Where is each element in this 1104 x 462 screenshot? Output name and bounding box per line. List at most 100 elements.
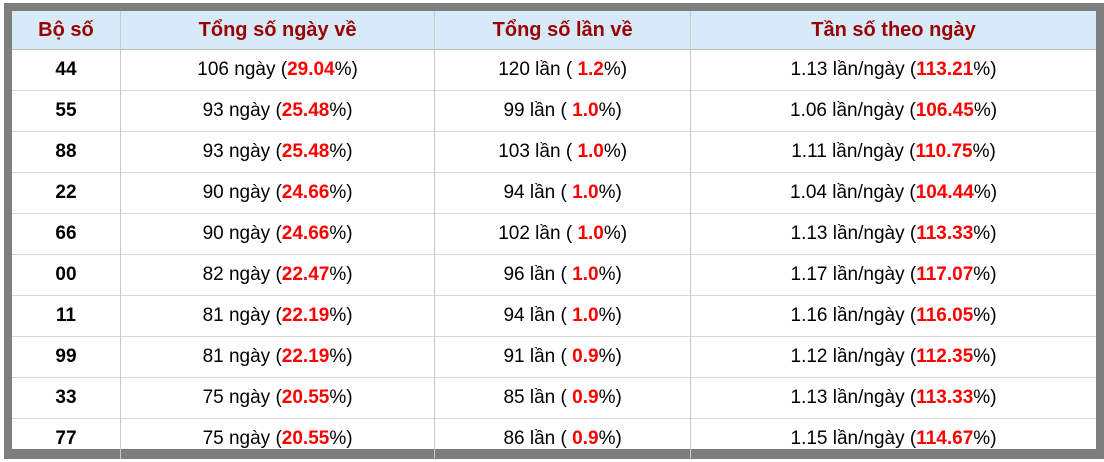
days-cell: 106 ngày (29.04%) <box>119 49 435 91</box>
days-percent: 29.04 <box>287 59 335 80</box>
pair-cell: 11 <box>12 295 121 337</box>
days-percent: 20.55 <box>281 428 330 449</box>
table-row: 00 82 ngày (22.47%) 96 lần ( 1.0%) 1.17 lần… <box>12 254 1096 296</box>
days-value: 75 ngày <box>202 387 271 408</box>
days-percent: 22.19 <box>281 305 330 326</box>
pair-cell: 44 <box>55 59 77 80</box>
frequency-cell: 1.12 lần/ngày (112.35%) <box>690 336 1096 378</box>
stats-table-body: 44 106 ngày (29.04%) 120 lần ( 1.2%) 1.13 l… <box>12 49 1096 459</box>
times-value: 91 lần <box>503 346 556 367</box>
times-percent: 0.9 <box>572 428 599 449</box>
times-value: 96 lần <box>503 264 556 285</box>
frequency-value: 1.15 lần/ngày <box>790 428 905 449</box>
times-cell: 94 lần ( 1.0%) <box>434 172 691 214</box>
frequency-cell: 1.04 lần/ngày (104.44%) <box>690 172 1096 214</box>
days-cell: 75 ngày (20.55%) <box>119 377 435 419</box>
lottery-pair-stats-table: Bộ số Tổng số ngày về Tổng số lần về Tần… <box>12 11 1096 459</box>
times-cell: 96 lần ( 1.0%) <box>434 254 691 296</box>
days-cell: 75 ngày (20.55%) <box>119 418 435 459</box>
pair-cell: 22 <box>12 172 121 214</box>
times-percent: 1.2 <box>577 59 604 80</box>
days-cell: 81 ngày (22.19%) <box>119 336 435 378</box>
days-cell: 90 ngày (24.66%) <box>119 213 435 255</box>
times-percent: 1.0 <box>572 182 599 203</box>
frequency-value: 1.16 lần/ngày <box>790 305 905 326</box>
table-header-row: Bộ số Tổng số ngày về Tổng số lần về Tần… <box>12 11 1096 50</box>
days-cell: 93 ngày (25.48%) <box>119 131 435 173</box>
days-percent: 25.48 <box>281 100 330 121</box>
pair-cell: 33 <box>12 377 121 419</box>
times-cell: 102 lần ( 1.0%) <box>434 213 691 255</box>
table-row: 22 90 ngày (24.66%) 94 lần ( 1.0%) 1.04 lần… <box>12 172 1096 214</box>
frequency-cell: 1.06 lần/ngày (106.45%) <box>690 90 1096 132</box>
table-row: 11 81 ngày (22.19%) 94 lần ( 1.0%) 1.16 lần… <box>12 295 1096 337</box>
table-row: 99 81 ngày (22.19%) 91 lần ( 0.9%) 1.12 lần… <box>12 336 1096 378</box>
frequency-cell: 1.17 lần/ngày (117.07%) <box>690 254 1096 296</box>
days-value: 81 ngày <box>202 346 271 367</box>
times-cell: 99 lần ( 1.0%) <box>434 90 691 132</box>
days-value: 90 ngày <box>202 182 271 203</box>
times-cell: 86 lần ( 0.9%) <box>434 418 691 459</box>
times-percent: 1.0 <box>572 305 599 326</box>
frequency-percent: 110.75 <box>915 141 973 162</box>
column-header-pair: Bộ số <box>12 11 121 50</box>
frequency-value: 1.06 lần/ngày <box>790 100 905 121</box>
frequency-percent: 113.33 <box>916 223 974 244</box>
days-percent: 20.55 <box>281 387 330 408</box>
days-percent: 22.47 <box>281 264 330 285</box>
frequency-value: 1.12 lần/ngày <box>790 346 905 367</box>
times-cell: 85 lần ( 0.9%) <box>434 377 691 419</box>
times-value: 102 lần <box>498 223 561 244</box>
frequency-cell: 1.15 lần/ngày (114.67%) <box>690 418 1096 459</box>
days-value: 106 ngày <box>197 59 276 80</box>
days-percent: 22.19 <box>281 346 330 367</box>
days-percent: 25.48 <box>281 141 330 162</box>
frequency-value: 1.11 lần/ngày <box>791 141 904 162</box>
frequency-value: 1.17 lần/ngày <box>790 264 905 285</box>
table-row: 66 90 ngày (24.66%) 102 lần ( 1.0%) 1.13 lầ… <box>12 213 1096 255</box>
times-percent: 1.0 <box>577 141 604 162</box>
frequency-value: 1.13 lần/ngày <box>790 223 905 244</box>
table-row: 55 93 ngày (25.48%) 99 lần ( 1.0%) 1.06 lần… <box>12 90 1096 132</box>
frequency-cell: 1.13 lần/ngày (113.33%) <box>690 213 1096 255</box>
times-percent: 1.0 <box>572 100 599 121</box>
times-cell: 91 lần ( 0.9%) <box>434 336 691 378</box>
days-cell: 93 ngày (25.48%) <box>119 90 435 132</box>
column-header-daily-frequency: Tần số theo ngày <box>690 11 1096 50</box>
days-value: 93 ngày <box>202 141 271 162</box>
frequency-cell: 1.13 lần/ngày (113.21%) <box>690 49 1096 91</box>
days-value: 90 ngày <box>202 223 271 244</box>
frequency-cell: 1.11 lần/ngày (110.75%) <box>690 131 1096 173</box>
pair-cell: 77 <box>12 418 121 459</box>
frequency-cell: 1.16 lần/ngày (116.05%) <box>690 295 1096 337</box>
pair-cell: 88 <box>12 131 121 173</box>
frequency-percent: 117.07 <box>916 264 974 285</box>
times-percent: 0.9 <box>572 387 599 408</box>
days-cell: 90 ngày (24.66%) <box>119 172 435 214</box>
table-row: 88 93 ngày (25.48%) 103 lần ( 1.0%) 1.11 lầ… <box>12 131 1096 173</box>
times-value: 103 lần <box>498 141 561 162</box>
times-value: 86 lần <box>503 428 556 449</box>
days-value: 75 ngày <box>202 428 271 449</box>
days-percent: 24.66 <box>281 223 330 244</box>
times-value: 85 lần <box>503 387 556 408</box>
frequency-value: 1.13 lần/ngày <box>790 387 905 408</box>
frequency-percent: 116.05 <box>916 305 974 326</box>
stats-table-frame: Bộ số Tổng số ngày về Tổng số lần về Tần… <box>4 3 1104 459</box>
table-row: 33 75 ngày (20.55%) 85 lần ( 0.9%) 1.13 lần… <box>12 377 1096 419</box>
days-value: 93 ngày <box>202 100 271 121</box>
frequency-cell: 1.13 lần/ngày (113.33%) <box>690 377 1096 419</box>
frequency-percent: 106.45 <box>915 100 974 121</box>
frequency-percent: 104.44 <box>915 182 974 203</box>
days-value: 82 ngày <box>202 264 271 285</box>
times-value: 94 lần <box>503 305 556 326</box>
frequency-percent: 114.67 <box>916 428 974 449</box>
times-cell: 103 lần ( 1.0%) <box>434 131 691 173</box>
times-percent: 1.0 <box>577 223 604 244</box>
frequency-percent: 113.33 <box>916 387 974 408</box>
frequency-value: 1.13 lần/ngày <box>790 59 905 80</box>
times-value: 120 lần <box>498 59 561 80</box>
days-cell: 82 ngày (22.47%) <box>119 254 435 296</box>
column-header-total-days: Tổng số ngày về <box>119 11 435 50</box>
times-percent: 0.9 <box>572 346 599 367</box>
